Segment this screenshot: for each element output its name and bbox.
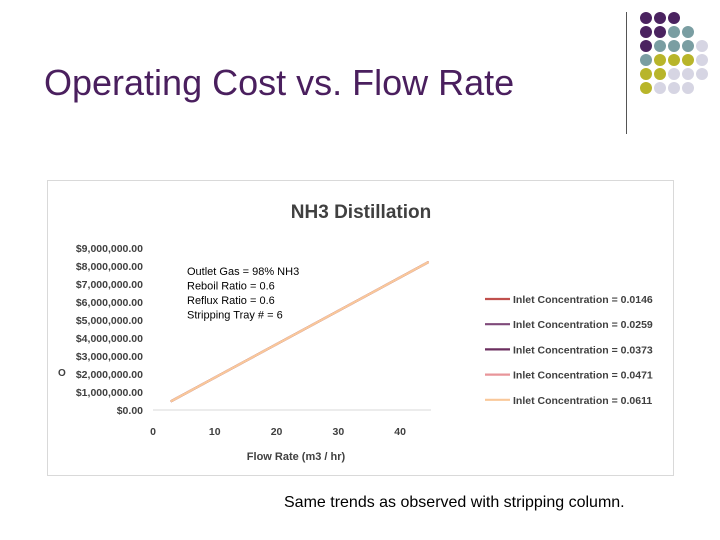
- decorative-dot: [640, 68, 652, 80]
- y-tick-label: $7,000,000.00: [76, 279, 143, 291]
- decorative-dot: [640, 54, 652, 66]
- legend-label: Inlet Concentration = 0.0259: [513, 319, 653, 331]
- y-tick-label: $5,000,000.00: [76, 315, 143, 327]
- x-tick-label: 20: [271, 426, 283, 438]
- decorative-dot: [640, 26, 652, 38]
- x-tick-label: 30: [332, 426, 344, 438]
- decorative-dot: [668, 82, 680, 94]
- slide-title: Operating Cost vs. Flow Rate: [44, 62, 515, 103]
- decorative-dot: [682, 26, 694, 38]
- decorative-dot: [654, 40, 666, 52]
- chart-svg: NH3 Distillation $0.00 $1,000,000.00 $2,00…: [58, 202, 653, 463]
- slide-caption: Same trends as observed with stripping c…: [284, 494, 625, 511]
- decorative-dot: [682, 82, 694, 94]
- decorative-dot: [696, 54, 708, 66]
- annotation-line: Reflux Ratio = 0.6: [187, 295, 275, 307]
- decorative-dot: [654, 82, 666, 94]
- chart-title: NH3 Distillation: [291, 202, 431, 223]
- x-axis-label: Flow Rate (m3 / hr): [247, 451, 346, 463]
- y-tick-label: $9,000,000.00: [76, 243, 143, 255]
- decorative-dot: [668, 12, 680, 24]
- y-tick-label: $6,000,000.00: [76, 297, 143, 309]
- annotation-line: Stripping Tray # = 6: [187, 310, 283, 322]
- decorative-dot: [668, 26, 680, 38]
- y-tick-label: $8,000,000.00: [76, 261, 143, 273]
- annotation-line: Reboil Ratio = 0.6: [187, 281, 275, 293]
- decorative-dot: [654, 12, 666, 24]
- y-tick-label: $3,000,000.00: [76, 351, 143, 363]
- decorative-dot: [654, 26, 666, 38]
- decorative-dot: [668, 40, 680, 52]
- y-tick-label: $0.00: [117, 405, 143, 417]
- decorative-dot: [640, 12, 652, 24]
- chart-container: NH3 Distillation $0.00 $1,000,000.00 $2,00…: [47, 180, 674, 476]
- y-tick-label: $4,000,000.00: [76, 333, 143, 345]
- y-axis-label: O: [58, 368, 66, 379]
- x-tick-label: 40: [394, 426, 406, 438]
- x-tick-label: 10: [209, 426, 221, 438]
- decorative-dot: [654, 68, 666, 80]
- decorative-dot: [640, 82, 652, 94]
- annotation-line: Outlet Gas = 98% NH3: [187, 266, 299, 278]
- decorative-dot: [654, 54, 666, 66]
- decorative-dot: [682, 54, 694, 66]
- y-tick-label: $1,000,000.00: [76, 387, 143, 399]
- legend-label: Inlet Concentration = 0.0373: [513, 344, 653, 356]
- decorative-dot: [682, 40, 694, 52]
- decorative-dot: [696, 40, 708, 52]
- decorative-dot: [668, 54, 680, 66]
- x-tick-label: 0: [150, 426, 156, 438]
- series-line: [170, 261, 429, 403]
- divider-line: [626, 12, 627, 134]
- y-tick-label: $2,000,000.00: [76, 369, 143, 381]
- legend-label: Inlet Concentration = 0.0471: [513, 370, 653, 382]
- legend-label: Inlet Concentration = 0.0611: [513, 395, 652, 407]
- decorative-dot: [682, 68, 694, 80]
- decorative-dot: [696, 68, 708, 80]
- decorative-dot: [668, 68, 680, 80]
- legend-label: Inlet Concentration = 0.0146: [513, 294, 653, 306]
- decorative-dot: [640, 40, 652, 52]
